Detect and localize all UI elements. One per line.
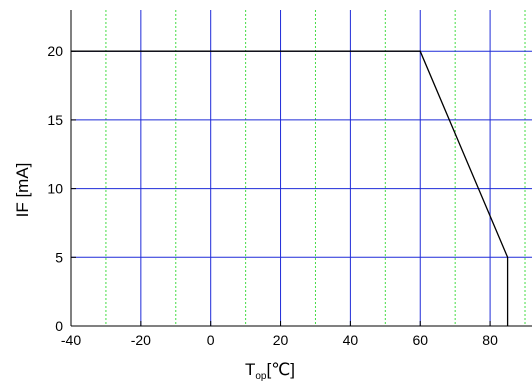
x-tick-label: 60	[412, 332, 428, 348]
x-tick-label: 40	[343, 332, 359, 348]
axes	[70, 10, 532, 327]
x-tick-label: -40	[61, 332, 81, 348]
y-tick-label: 15	[47, 112, 63, 128]
y-tick-label: 10	[47, 181, 63, 197]
y-tick-label: 20	[47, 43, 63, 59]
x-axis-label-main: T	[245, 360, 255, 379]
major-grid	[71, 10, 532, 326]
x-tick-label: 80	[482, 332, 498, 348]
x-axis-label: Top[℃]	[245, 360, 295, 381]
x-tick-label: -20	[131, 332, 151, 348]
tick-labels: -40 -20 0 20 40 60 80 0 5 10 15 20	[47, 43, 498, 348]
x-tick-label: 20	[273, 332, 289, 348]
series-line	[71, 50, 509, 326]
y-axis-label: IF [mA]	[13, 163, 32, 218]
minor-grid	[105, 10, 526, 326]
y-tick-label: 0	[55, 318, 63, 334]
x-axis-label-subscript: op	[255, 371, 267, 381]
series-layer	[71, 50, 509, 326]
x-tick-label: 0	[207, 332, 215, 348]
x-axis-label-unit: [℃]	[266, 360, 295, 379]
y-tick-label: 5	[55, 249, 63, 265]
